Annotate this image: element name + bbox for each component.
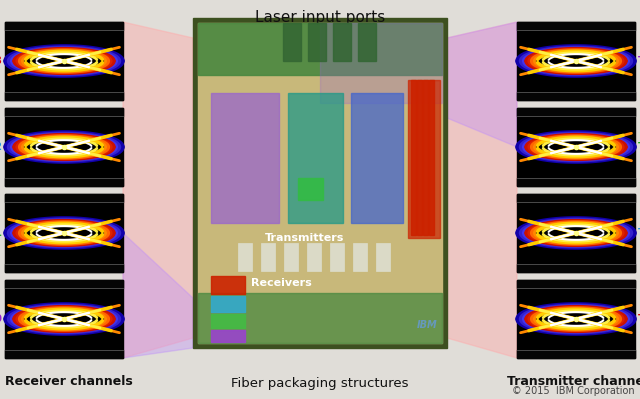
Bar	[517, 178, 635, 186]
Bar	[198, 23, 442, 343]
Bar	[429, 80, 434, 235]
Text: IBM: IBM	[417, 320, 438, 330]
Bar	[238, 243, 252, 271]
Bar	[5, 194, 123, 202]
Bar	[517, 108, 635, 186]
Bar	[5, 108, 123, 116]
Bar	[5, 92, 123, 100]
Bar	[376, 243, 390, 271]
Bar	[517, 92, 635, 100]
Text: Fiber packaging structures: Fiber packaging structures	[231, 377, 409, 390]
Bar	[517, 22, 635, 30]
Bar	[351, 93, 403, 223]
Bar	[517, 108, 635, 116]
Bar	[211, 296, 245, 312]
Bar	[5, 108, 123, 186]
Bar	[517, 22, 635, 100]
Bar	[358, 23, 376, 61]
Bar	[408, 80, 440, 238]
Bar	[517, 194, 635, 272]
Bar	[211, 276, 245, 294]
Bar	[330, 243, 344, 271]
Text: Laser input ports: Laser input ports	[255, 10, 385, 25]
Text: Rx0: Rx0	[0, 314, 2, 324]
Bar	[333, 23, 351, 61]
Bar	[288, 93, 343, 223]
Text: Tx3: Tx3	[638, 314, 640, 324]
Text: Tx0: Tx0	[638, 56, 640, 66]
Bar	[261, 243, 275, 271]
Bar	[423, 80, 428, 235]
Bar	[211, 330, 245, 342]
Text: Transmitters: Transmitters	[265, 233, 344, 243]
Bar	[320, 23, 442, 103]
Text: Receivers: Receivers	[251, 278, 312, 288]
Bar	[193, 18, 447, 348]
Polygon shape	[447, 22, 517, 358]
Bar	[517, 264, 635, 272]
Text: © 2015  IBM Corporation: © 2015 IBM Corporation	[513, 386, 635, 396]
Bar	[198, 23, 442, 75]
Bar	[5, 22, 123, 30]
Bar	[5, 350, 123, 358]
Bar	[5, 178, 123, 186]
Text: Tx1: Tx1	[638, 142, 640, 152]
Bar	[5, 194, 123, 272]
Bar	[5, 280, 123, 358]
Bar	[5, 22, 123, 100]
Bar	[517, 280, 635, 358]
Bar	[211, 93, 279, 223]
Bar	[517, 350, 635, 358]
Text: Receiver channels: Receiver channels	[5, 375, 133, 388]
Bar	[353, 243, 367, 271]
Bar	[5, 264, 123, 272]
Text: Tx2: Tx2	[638, 228, 640, 238]
Bar	[517, 280, 635, 288]
Bar	[298, 178, 323, 200]
Bar	[517, 194, 635, 202]
Text: Rx3: Rx3	[0, 56, 2, 66]
Text: Transmitter channels: Transmitter channels	[507, 375, 640, 388]
Polygon shape	[123, 233, 193, 358]
Text: Rx1: Rx1	[0, 228, 2, 238]
Bar	[211, 314, 245, 328]
Bar	[283, 23, 301, 61]
Bar	[284, 243, 298, 271]
Bar	[307, 243, 321, 271]
Bar	[417, 80, 422, 235]
Polygon shape	[447, 22, 517, 147]
Polygon shape	[123, 22, 193, 358]
Bar	[198, 293, 442, 343]
Bar	[5, 280, 123, 288]
Bar	[411, 80, 416, 235]
Bar	[308, 23, 326, 61]
Text: Rx2: Rx2	[0, 142, 2, 152]
